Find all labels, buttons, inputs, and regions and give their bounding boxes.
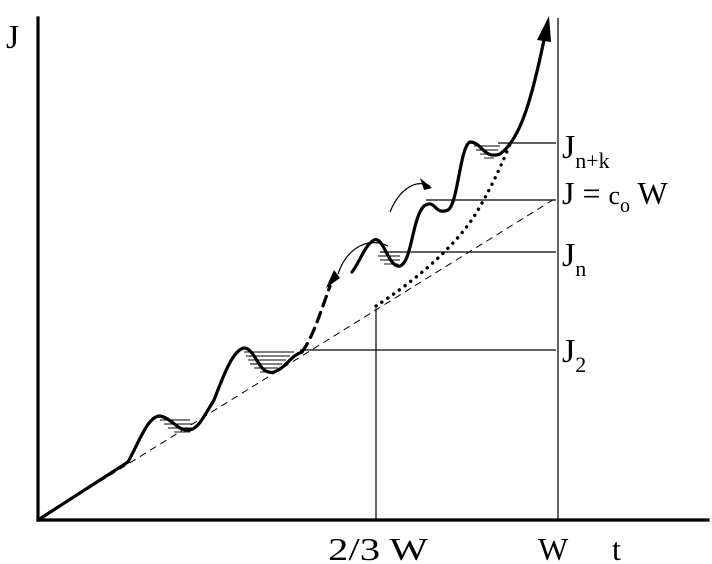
small-arrow-1-head bbox=[326, 270, 340, 288]
x-axis-label: t bbox=[612, 531, 621, 564]
level-label-j2: J2 bbox=[562, 333, 586, 377]
level-label-jnk: Jn+k bbox=[562, 129, 610, 173]
hatched-well-4 bbox=[474, 145, 500, 159]
y-axis-label: J bbox=[6, 19, 19, 56]
level-label-jn: Jn bbox=[562, 237, 586, 281]
tick-label-two-thirds-w: 2/3 W bbox=[328, 531, 429, 564]
hatched-well-2 bbox=[244, 351, 294, 373]
main-curve-dashed-segment bbox=[300, 284, 332, 354]
small-arrow-2-head bbox=[420, 178, 432, 190]
hatched-well-1 bbox=[160, 419, 192, 433]
curve-end-arrowhead bbox=[537, 16, 551, 42]
dotted-curve bbox=[374, 142, 512, 308]
hatched-well-3 bbox=[378, 255, 400, 265]
main-curve-upper bbox=[350, 28, 548, 274]
line-equation-label: J = co W bbox=[562, 175, 668, 217]
main-curve-lower bbox=[36, 346, 304, 522]
small-arrow-1 bbox=[337, 242, 389, 275]
tick-label-w: W bbox=[538, 531, 569, 564]
